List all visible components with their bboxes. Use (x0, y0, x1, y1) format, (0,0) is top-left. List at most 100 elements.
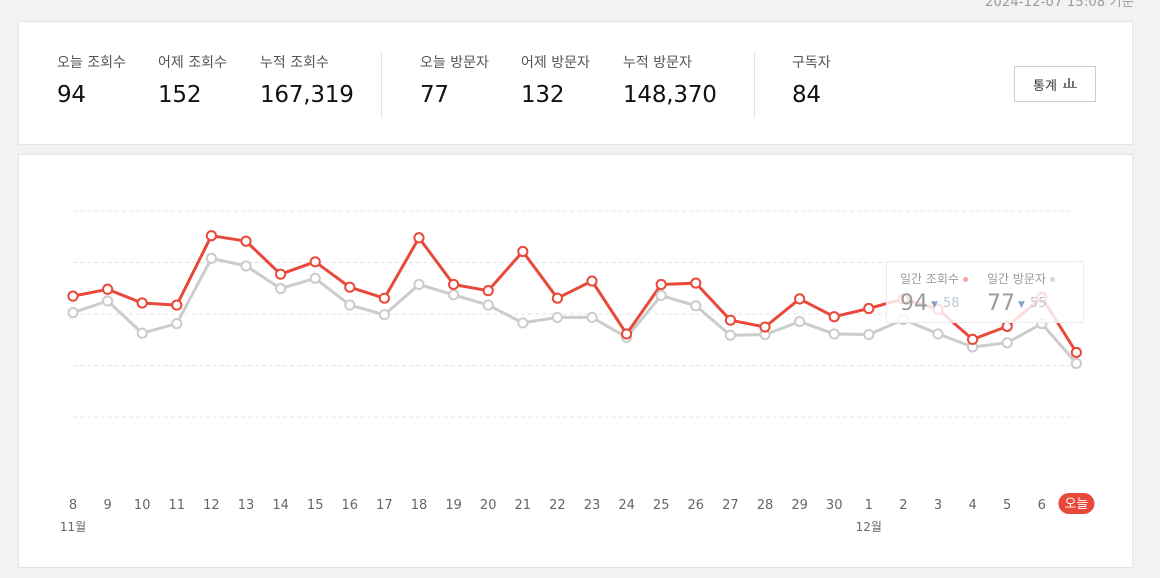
data-point-views (759, 321, 771, 333)
data-point-visitors (67, 307, 79, 319)
stat-value: 94 (57, 82, 86, 108)
stat-today-views: 오늘 조회수 94 (57, 52, 126, 108)
stat-value: 77 (420, 82, 449, 108)
tooltip-label: 일간 조회수 (900, 272, 960, 286)
data-point-visitors (932, 328, 944, 340)
data-point-views (482, 285, 494, 297)
data-point-visitors (863, 329, 875, 341)
legend-dot-visitors (1050, 277, 1056, 282)
x-tick-label: 6 (1038, 498, 1046, 513)
data-point-visitors (794, 315, 806, 328)
x-tick-label: 26 (688, 498, 705, 513)
stat-label: 오늘 방문자 (420, 55, 489, 71)
x-tick-label: 10 (134, 498, 151, 513)
data-point-visitors (344, 299, 356, 311)
data-point-views (621, 328, 633, 340)
chart-card (18, 154, 1133, 568)
data-point-visitors (482, 299, 494, 311)
stat-value: 84 (792, 82, 821, 108)
data-point-views (517, 245, 529, 258)
x-tick-label: 25 (653, 498, 670, 513)
stat-label: 어제 방문자 (521, 55, 590, 71)
x-tick-label: 27 (722, 498, 739, 513)
stat-label: 구독자 (792, 55, 831, 71)
data-point-views (240, 235, 252, 247)
stat-value: 167,319 (260, 82, 354, 108)
data-point-visitors (1070, 357, 1083, 370)
data-point-views (724, 314, 737, 326)
data-point-visitors (828, 328, 840, 340)
stats-button[interactable]: 통계 (1014, 66, 1096, 102)
stat-label: 오늘 조회수 (57, 55, 126, 71)
data-point-visitors (309, 272, 321, 284)
x-tick-label: 16 (342, 498, 359, 513)
data-point-views (586, 275, 598, 287)
caret-down-icon: ▼ (1018, 300, 1025, 310)
data-point-visitors (275, 282, 287, 295)
data-point-views (828, 311, 840, 323)
x-tick-label: 20 (480, 498, 497, 513)
data-point-visitors (655, 289, 667, 302)
x-tick-label: 24 (618, 498, 635, 513)
caret-down-icon: ▼ (931, 300, 938, 310)
data-point-views (967, 333, 979, 346)
data-point-visitors (413, 278, 425, 291)
stat-value: 152 (158, 82, 202, 108)
data-point-views (448, 278, 460, 291)
x-tick-label: 3 (934, 498, 942, 513)
data-point-views (378, 292, 390, 304)
tooltip-prev-value: 58 (943, 296, 960, 311)
chart-tooltip: 일간 조회수 94 ▼ 58 일간 방문자 77 ▼ 55 (886, 261, 1084, 323)
data-point-views (102, 283, 114, 295)
data-point-views (136, 297, 148, 309)
stat-yesterday-visitors: 어제 방문자 132 (521, 52, 590, 108)
data-point-visitors (136, 327, 148, 339)
stat-total-views: 누적 조회수 167,319 (260, 52, 354, 108)
month-label: 12월 (856, 520, 882, 534)
divider (381, 52, 382, 118)
tooltip-value: 77 (987, 291, 1015, 316)
data-point-visitors (690, 300, 702, 312)
x-tick-label: 28 (757, 498, 774, 513)
timestamp: 2024-12-07 15:08 기준 (985, 0, 1134, 10)
x-tick-label: 14 (272, 498, 289, 513)
x-tick-label: 18 (411, 498, 428, 513)
data-point-views (344, 281, 356, 293)
data-point-views (1070, 346, 1083, 359)
stat-value: 148,370 (623, 82, 717, 108)
data-point-visitors (102, 295, 114, 307)
x-tick-label: 21 (515, 498, 532, 513)
data-point-visitors (586, 311, 598, 324)
data-point-views (205, 230, 217, 242)
x-tick-label: 5 (1003, 498, 1011, 513)
stats-summary-card: 오늘 조회수 94 어제 조회수 152 누적 조회수 167,319 오늘 방… (18, 21, 1133, 145)
stat-label: 누적 조회수 (260, 55, 329, 71)
data-point-views (67, 290, 79, 302)
tooltip-visitors: 일간 방문자 77 ▼ 55 (987, 270, 1056, 316)
stat-value: 132 (521, 82, 565, 108)
stat-label: 어제 조회수 (158, 55, 227, 71)
data-point-visitors (517, 317, 529, 329)
tooltip-label: 일간 방문자 (987, 272, 1047, 286)
data-point-views (551, 292, 564, 304)
tooltip-prev-value: 55 (1030, 296, 1047, 311)
x-tick-label: 15 (307, 498, 324, 513)
divider (754, 52, 755, 118)
stat-total-visitors: 누적 방문자 148,370 (623, 52, 717, 108)
series-line-visitors-today (1040, 322, 1078, 365)
data-point-visitors (448, 289, 460, 301)
x-tick-label: 11 (169, 498, 186, 513)
data-point-visitors (205, 252, 217, 264)
x-tick-label: 17 (376, 498, 393, 513)
data-point-views (309, 256, 321, 268)
data-point-views (413, 232, 425, 244)
x-tick-label: 4 (968, 498, 976, 513)
data-point-views (171, 299, 183, 311)
data-point-visitors (724, 329, 737, 341)
data-point-visitors (551, 311, 564, 324)
today-badge (1058, 493, 1095, 514)
data-point-visitors (171, 318, 183, 330)
tooltip-value: 94 (900, 291, 928, 316)
stat-today-visitors: 오늘 방문자 77 (420, 52, 489, 108)
data-point-views (690, 277, 702, 289)
